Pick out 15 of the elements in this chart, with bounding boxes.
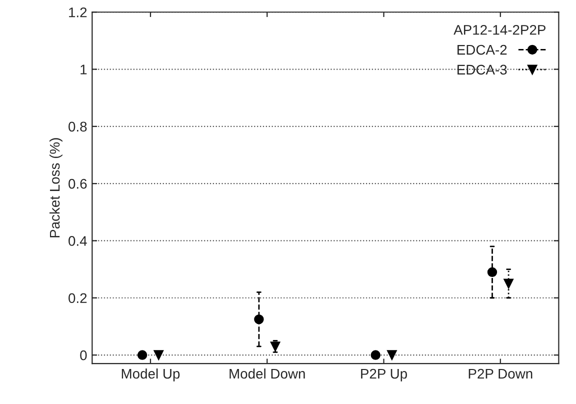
- y-axis-title: Packet Loss (%): [49, 138, 62, 238]
- x-tick-label: P2P Up: [361, 368, 407, 382]
- y-tick-label: 0.6: [68, 178, 87, 189]
- y-tick-label: 1.2: [69, 7, 87, 18]
- x-tick-label: P2P Down: [468, 368, 532, 379]
- legend-label: EDCA-2: [458, 44, 507, 55]
- y-tick-label: 0: [80, 350, 87, 360]
- y-tick-label: 0.8: [68, 122, 87, 132]
- legend-title: AP12-14-2P2P: [454, 24, 546, 35]
- y-tick-label: 0.2: [68, 293, 87, 304]
- legend-label: EDCA-3: [458, 64, 507, 75]
- x-tick-label: Model Down: [230, 368, 305, 379]
- x-tick-label: Model Up: [122, 368, 180, 382]
- y-tick-label: 1: [80, 64, 87, 74]
- y-tick-label: 0.4: [68, 236, 87, 246]
